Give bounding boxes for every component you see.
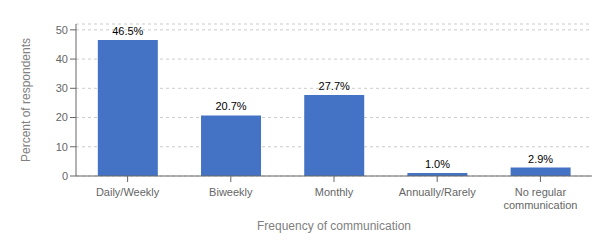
svg-text:Percent of respondents: Percent of respondents [19, 38, 33, 162]
svg-text:1.0%: 1.0% [425, 158, 450, 170]
svg-text:No regularcommunication: No regularcommunication [503, 186, 577, 211]
svg-text:40: 40 [56, 53, 68, 65]
svg-text:27.7%: 27.7% [319, 80, 350, 92]
svg-text:50: 50 [56, 24, 68, 36]
svg-text:0: 0 [62, 170, 68, 182]
svg-text:20.7%: 20.7% [215, 100, 246, 112]
svg-text:Daily/Weekly: Daily/Weekly [96, 186, 160, 198]
svg-text:10: 10 [56, 141, 68, 153]
svg-text:30: 30 [56, 82, 68, 94]
svg-text:20: 20 [56, 111, 68, 123]
svg-text:46.5%: 46.5% [112, 25, 143, 37]
svg-text:Biweekly: Biweekly [209, 186, 253, 198]
svg-text:Frequency of communication: Frequency of communication [257, 219, 411, 233]
svg-text:2.9%: 2.9% [528, 153, 553, 165]
svg-text:Annually/Rarely: Annually/Rarely [399, 186, 477, 198]
svg-text:Monthly: Monthly [315, 186, 354, 198]
